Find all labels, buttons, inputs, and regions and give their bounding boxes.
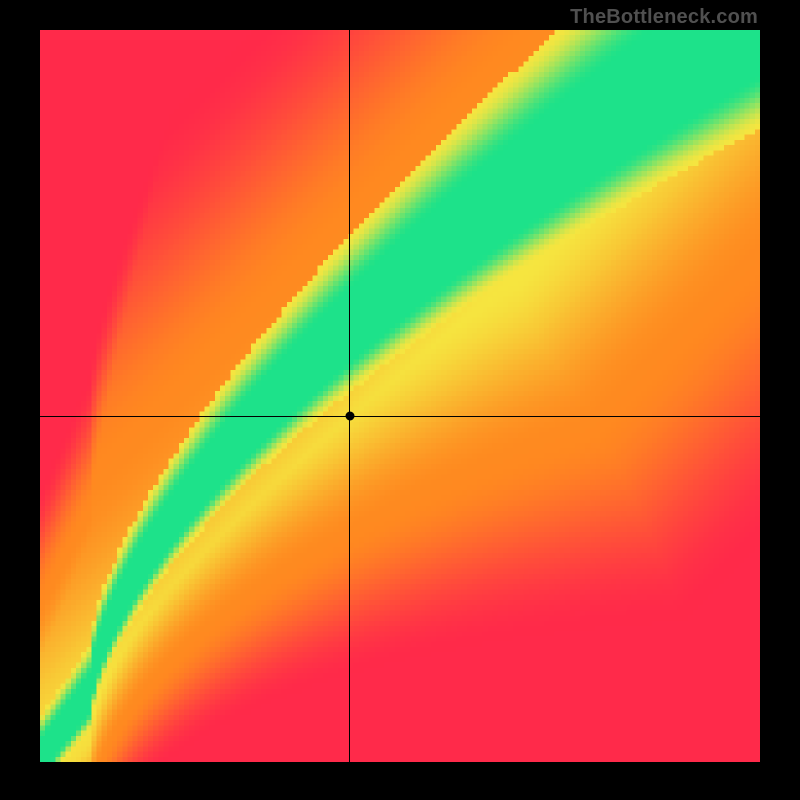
crosshair-horizontal — [40, 416, 760, 417]
crosshair-marker — [345, 412, 354, 421]
chart-container: TheBottleneck.com — [0, 0, 800, 800]
watermark-text: TheBottleneck.com — [570, 6, 758, 29]
crosshair-vertical — [349, 30, 350, 762]
heatmap-canvas — [40, 30, 760, 762]
plot-area — [40, 30, 760, 762]
